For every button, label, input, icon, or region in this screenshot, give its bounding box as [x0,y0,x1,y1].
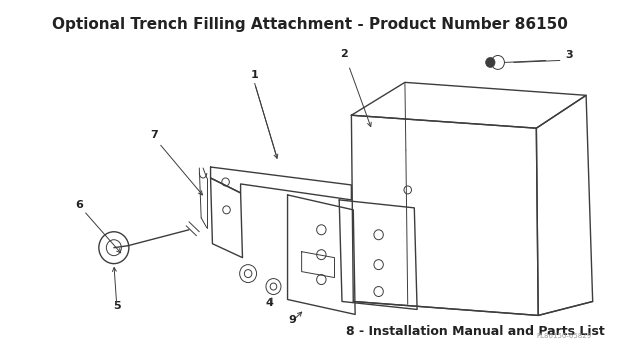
Text: 7: 7 [150,130,158,140]
Text: 4: 4 [266,298,274,308]
Text: 5: 5 [113,302,121,312]
Text: 6: 6 [75,200,83,210]
Text: 2: 2 [340,49,348,59]
Text: 1: 1 [251,70,259,80]
Text: PL86150-65829: PL86150-65829 [536,333,592,339]
Text: Optional Trench Filling Attachment - Product Number 86150: Optional Trench Filling Attachment - Pro… [52,17,568,32]
Text: 8 - Installation Manual and Parts List: 8 - Installation Manual and Parts List [346,325,605,338]
Text: 3: 3 [565,50,573,60]
Circle shape [485,58,495,67]
Text: 9: 9 [288,315,296,325]
